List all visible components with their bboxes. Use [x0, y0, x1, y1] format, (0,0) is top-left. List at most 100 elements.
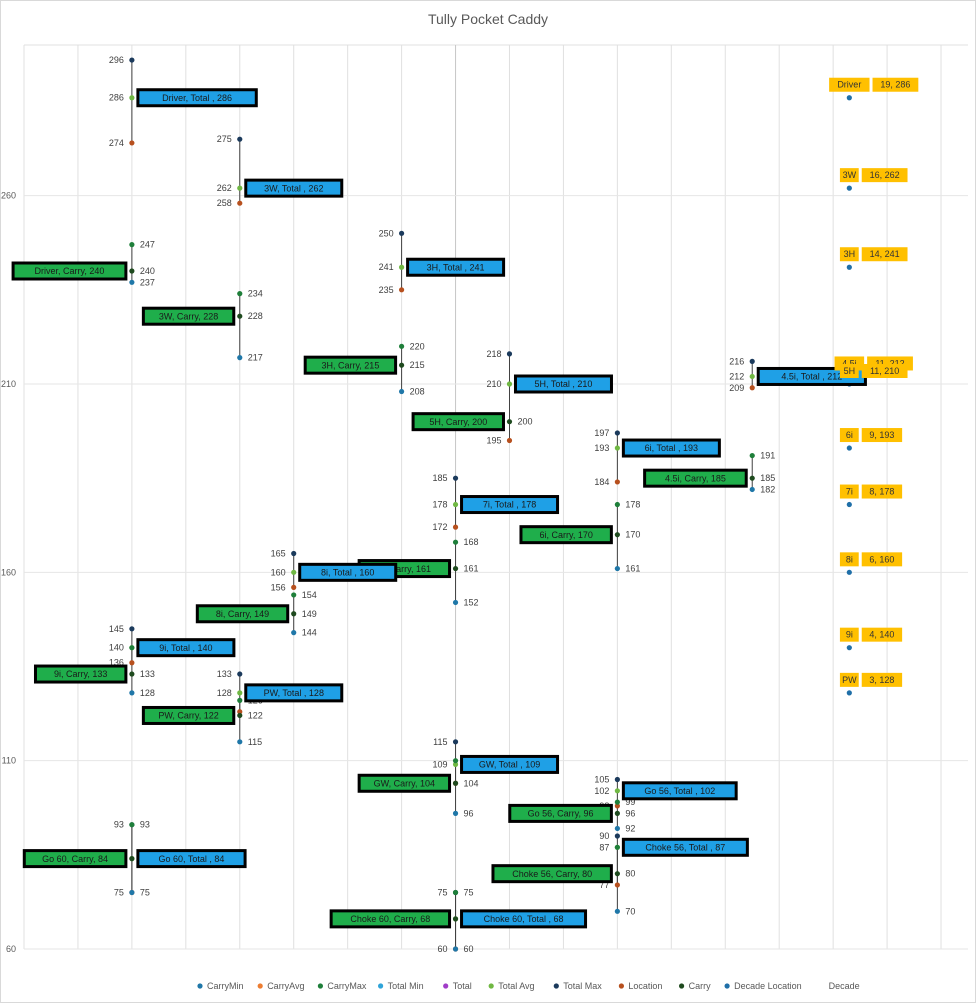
total-callout-text: Driver, Total , 286 — [162, 93, 232, 103]
carry-callout-text: 9i, Carry, 133 — [54, 669, 107, 679]
decade-value-box — [861, 428, 903, 443]
total-callout-text: 6i, Total , 193 — [645, 443, 698, 453]
total-min-point — [129, 140, 135, 146]
decade-value-box — [861, 627, 903, 642]
total-max-point — [614, 833, 620, 839]
carry-max-point — [129, 822, 135, 828]
total-callout-text: Choke 60, Total , 68 — [484, 914, 564, 924]
total-min-label: 136 — [109, 658, 124, 668]
carry-callout-text: 6i, Carry, 170 — [539, 530, 592, 540]
decade-value-text: 8, 178 — [869, 487, 894, 497]
carry-callout-group: 3W, Carry, 228 — [141, 306, 236, 326]
carry-min-point — [129, 690, 135, 696]
carry-max-label: 220 — [410, 341, 425, 351]
decade-point — [846, 690, 852, 696]
total-avg-label: 128 — [217, 688, 232, 698]
carry-avg-point — [506, 419, 513, 425]
carry-avg-label: 228 — [248, 311, 263, 321]
total-min-label: 235 — [379, 285, 394, 295]
carry-max-point — [452, 889, 459, 896]
carry-min-point — [452, 599, 459, 606]
total-callout-group: Choke 60, Total , 68 — [460, 909, 588, 929]
data-points — [129, 57, 852, 952]
decade-club-box — [839, 484, 859, 499]
carry-callout-group: Choke 56, Carry, 80 — [491, 864, 613, 884]
total-min-label: 172 — [433, 522, 448, 532]
carry-callout-box — [11, 261, 128, 281]
total-avg-label: 178 — [433, 500, 448, 510]
carry-min-point — [291, 630, 297, 636]
carry-callout-text: Go 60, Carry, 84 — [42, 854, 108, 864]
total-min-label: 195 — [486, 436, 501, 446]
total-callout-group: 3H, Total , 241 — [406, 257, 506, 277]
carry-max-point — [614, 799, 620, 805]
total-max-point — [237, 136, 243, 142]
total-callout-box — [244, 178, 344, 198]
carry-callout-group: 6i, Carry, 170 — [519, 525, 613, 545]
total-callout-group: Go 60, Total , 84 — [136, 849, 247, 869]
carry-max-point — [399, 343, 405, 349]
carry-avg-point — [452, 916, 459, 922]
carry-avg-label: 200 — [517, 417, 532, 427]
total-avg-label: 109 — [433, 759, 448, 769]
total-min-label: 77 — [599, 880, 609, 890]
total-callout-box — [136, 88, 258, 108]
legend-label: CarryAvg — [267, 981, 304, 991]
chart-legend: CarryMin CarryAvg CarryMax Total Min Total To… — [197, 981, 860, 991]
total-max-point — [399, 230, 405, 236]
total-max-label: 165 — [271, 549, 286, 559]
decade-club-text: 4.5i — [842, 358, 857, 368]
legend-marker — [197, 983, 203, 989]
total-callout-box — [460, 754, 560, 774]
decade-value-box — [861, 552, 903, 567]
legend-label: Location — [628, 981, 662, 991]
total-max-point — [506, 351, 513, 357]
decade-club-box — [839, 168, 859, 183]
total-max-point — [614, 430, 620, 436]
carry-min-point — [452, 946, 459, 952]
total-avg-point — [291, 569, 297, 575]
legend-marker — [724, 983, 730, 989]
total-callout-box — [621, 781, 738, 801]
carry-min-label: 60 — [464, 944, 474, 954]
legend-label: Decade — [829, 981, 860, 991]
carry-avg-point — [452, 565, 459, 572]
carry-avg-label: 161 — [464, 564, 479, 574]
total-callout-box — [406, 257, 506, 277]
total-callout-group: Go 56, Total , 102 — [621, 781, 738, 801]
carry-callout-group: 4.5i, Carry, 185 — [643, 468, 748, 488]
carry-max-point — [749, 452, 755, 459]
total-callout-text: GW, Total , 109 — [479, 760, 540, 770]
total-callout-box — [298, 562, 398, 582]
decade-club-box — [839, 428, 859, 443]
decade-value-text: 6, 160 — [869, 554, 894, 564]
carry-avg-point — [614, 871, 620, 877]
decade-club-text: 3H — [844, 249, 856, 259]
total-avg-point — [129, 95, 135, 101]
carry-callout-text: 5H, Carry, 200 — [429, 417, 487, 427]
decade-point — [846, 264, 852, 270]
total-avg-point — [506, 381, 513, 387]
decade-label-group: 6i 9, 193 — [839, 428, 903, 443]
carry-callout-group: Go 56, Carry, 96 — [508, 803, 613, 823]
total-callout-text: 5H, Total , 210 — [535, 379, 593, 389]
legend-label: CarryMin — [207, 981, 244, 991]
carry-callout-box — [33, 664, 128, 684]
carry-min-point — [237, 739, 243, 745]
carry-callout-box — [195, 604, 290, 624]
total-callout-text: 3H, Total , 241 — [427, 262, 485, 272]
total-avg-label: 140 — [109, 643, 124, 653]
total-callout-text: 8i, Total , 160 — [321, 568, 374, 578]
carry-avg-label: 122 — [248, 710, 263, 720]
total-callout-box — [621, 837, 749, 857]
total-callout-text: 9i, Total , 140 — [159, 643, 212, 653]
decade-value-text: 4, 140 — [869, 630, 894, 640]
carry-callout-group: Go 60, Carry, 84 — [22, 849, 128, 869]
carry-max-point — [452, 758, 459, 764]
total-max-point — [452, 739, 459, 745]
carry-min-label: 208 — [410, 387, 425, 397]
carry-max-label: 154 — [302, 590, 317, 600]
carry-callout-group: Choke 60, Carry, 68 — [329, 909, 452, 929]
carry-min-point — [614, 565, 620, 572]
carry-callout-text: Choke 56, Carry, 80 — [512, 869, 592, 879]
